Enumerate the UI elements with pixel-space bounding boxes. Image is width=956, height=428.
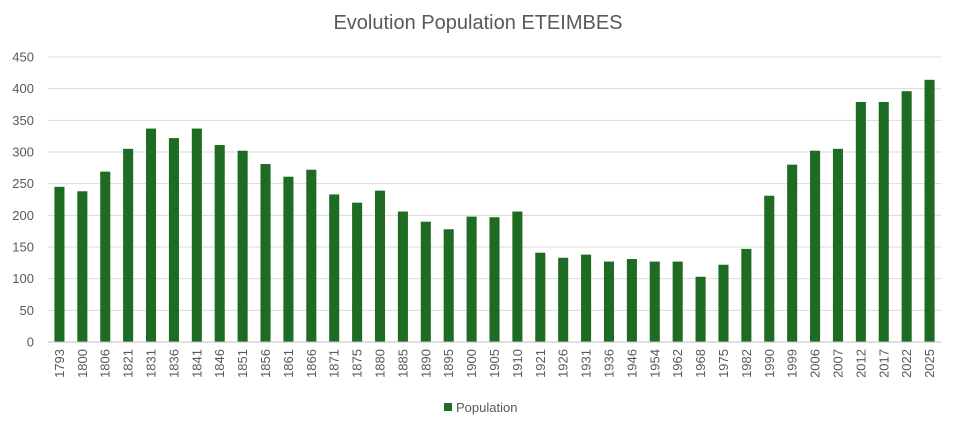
x-tick-label: 1946 bbox=[624, 349, 639, 378]
x-tick-label: 2006 bbox=[808, 349, 823, 378]
x-tick-label: 1793 bbox=[52, 349, 67, 378]
x-tick-label: 1841 bbox=[189, 349, 204, 378]
bar-1831 bbox=[146, 128, 157, 342]
x-tick-label: 1936 bbox=[601, 349, 616, 378]
bar-1871 bbox=[329, 194, 340, 342]
bar-1946 bbox=[626, 259, 637, 342]
x-tick-label: 1968 bbox=[693, 349, 708, 378]
x-tick-label: 1990 bbox=[762, 349, 777, 378]
bar-1999 bbox=[787, 164, 798, 342]
bar-1875 bbox=[352, 202, 363, 342]
x-tick-label: 1866 bbox=[304, 349, 319, 378]
x-tick-label: 1954 bbox=[647, 349, 662, 378]
bar-2012 bbox=[855, 101, 866, 342]
x-tick-label: 1875 bbox=[350, 349, 365, 378]
x-tick-label: 1806 bbox=[98, 349, 113, 378]
chart-title: Evolution Population ETEIMBES bbox=[333, 12, 622, 34]
y-tick-label: 0 bbox=[27, 335, 34, 350]
x-tick-label: 2007 bbox=[830, 349, 845, 378]
bar-1975 bbox=[718, 264, 729, 342]
bar-1936 bbox=[603, 261, 615, 342]
x-tick-label: 1871 bbox=[327, 349, 342, 378]
x-tick-label: 1931 bbox=[579, 349, 594, 378]
bar-1921 bbox=[535, 252, 546, 342]
y-tick-label: 50 bbox=[20, 303, 34, 318]
y-axis-tick-labels: 0 50 100 150 200 250 300 350 400 450 bbox=[12, 50, 34, 350]
bar-1910 bbox=[512, 211, 523, 342]
bar-1861 bbox=[283, 176, 294, 342]
bar-1793 bbox=[54, 186, 65, 342]
x-tick-label: 1962 bbox=[670, 349, 685, 378]
legend: Population bbox=[444, 400, 517, 415]
bar-1836 bbox=[168, 138, 179, 342]
x-tick-label: 1921 bbox=[533, 349, 548, 378]
bar-1968 bbox=[695, 276, 706, 342]
bar-2025 bbox=[924, 79, 935, 343]
x-tick-label: 1831 bbox=[144, 349, 159, 378]
x-tick-label: 1800 bbox=[75, 349, 90, 378]
bar-1990 bbox=[764, 195, 775, 342]
bar-1851 bbox=[237, 150, 248, 342]
x-tick-label: 1880 bbox=[373, 349, 388, 378]
y-tick-label: 200 bbox=[12, 208, 34, 223]
bar-1900 bbox=[466, 216, 477, 342]
x-tick-label: 1926 bbox=[556, 349, 571, 378]
y-tick-label: 250 bbox=[12, 176, 34, 191]
bar-1880 bbox=[374, 190, 386, 342]
bar-1954 bbox=[649, 261, 660, 342]
bar-1846 bbox=[214, 145, 225, 342]
x-tick-label: 1836 bbox=[166, 349, 181, 378]
bar-1890 bbox=[420, 221, 431, 342]
bar-2006 bbox=[810, 150, 821, 342]
bar-1806 bbox=[100, 171, 111, 342]
bar-1926 bbox=[558, 257, 569, 342]
x-axis-tick-labels: 1793 1800 1806 1821 1831 1836 1841 1846 1851 1856… bbox=[52, 349, 937, 378]
bar-2017 bbox=[878, 101, 889, 342]
x-tick-label: 1885 bbox=[395, 349, 410, 378]
x-tick-label: 2012 bbox=[853, 349, 868, 378]
bar-1895 bbox=[443, 229, 454, 342]
bar-1821 bbox=[123, 148, 134, 342]
x-tick-label: 1890 bbox=[418, 349, 433, 378]
bars bbox=[54, 79, 935, 343]
bar-1866 bbox=[306, 169, 317, 342]
x-tick-label: 1982 bbox=[739, 349, 754, 378]
y-tick-label: 150 bbox=[12, 240, 34, 255]
bar-1856 bbox=[260, 164, 271, 342]
x-tick-label: 1895 bbox=[441, 349, 456, 378]
x-tick-label: 1851 bbox=[235, 349, 250, 378]
y-tick-label: 350 bbox=[12, 113, 34, 128]
bar-2007 bbox=[832, 148, 843, 342]
bar-1841 bbox=[191, 128, 202, 342]
x-tick-label: 2017 bbox=[876, 349, 891, 378]
x-tick-label: 2025 bbox=[922, 349, 937, 378]
x-tick-label: 1910 bbox=[510, 349, 525, 378]
x-tick-label: 1846 bbox=[212, 349, 227, 378]
x-tick-label: 1905 bbox=[487, 349, 502, 378]
bar-1885 bbox=[397, 211, 408, 342]
x-tick-label: 1861 bbox=[281, 349, 296, 378]
bar-1931 bbox=[581, 254, 592, 342]
y-tick-label: 300 bbox=[12, 145, 34, 160]
x-tick-label: 1900 bbox=[464, 349, 479, 378]
y-tick-label: 100 bbox=[12, 271, 34, 286]
x-tick-label: 1821 bbox=[121, 349, 136, 378]
y-tick-label: 450 bbox=[12, 50, 34, 65]
bar-2022 bbox=[901, 91, 912, 342]
bar-1962 bbox=[672, 261, 683, 342]
bar-1905 bbox=[489, 217, 500, 342]
x-tick-label: 1856 bbox=[258, 349, 273, 378]
x-tick-label: 2022 bbox=[899, 349, 914, 378]
x-tick-label: 1975 bbox=[716, 349, 731, 378]
legend-swatch bbox=[444, 403, 452, 411]
bar-1982 bbox=[741, 248, 752, 342]
bar-1800 bbox=[77, 191, 88, 342]
legend-label: Population bbox=[456, 400, 517, 415]
x-tick-label: 1999 bbox=[785, 349, 800, 378]
y-tick-label: 400 bbox=[12, 81, 34, 96]
